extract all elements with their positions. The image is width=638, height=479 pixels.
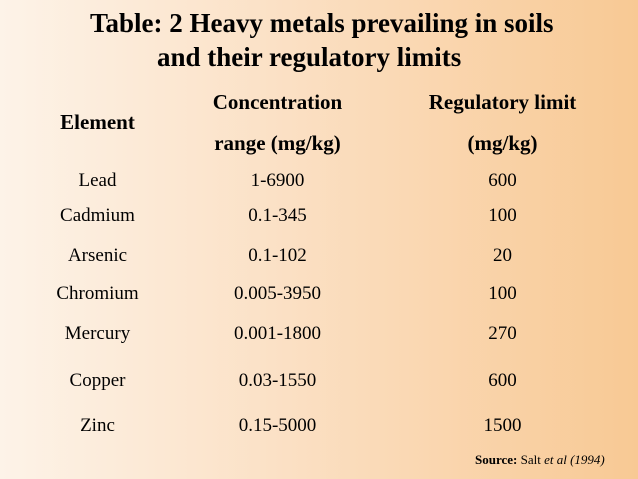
cell-range: 0.1-102 xyxy=(248,245,307,266)
cell-limit: 600 xyxy=(488,370,517,391)
header-concentration-line-1: Concentration xyxy=(212,90,343,114)
cell-element: Arsenic xyxy=(67,245,128,266)
cell-limit: 100 xyxy=(488,283,517,304)
source-label: Source: xyxy=(475,452,518,467)
header-element: Element xyxy=(60,110,135,134)
header-concentration-line-2: range (mg/kg) xyxy=(214,131,341,155)
cell-element: Lead xyxy=(78,170,117,191)
header-limit-line-1: Regulatory limit xyxy=(428,90,577,114)
cell-range: 0.1-345 xyxy=(248,205,307,226)
table-title: Table: 2 Heavy metals prevailing in soil… xyxy=(0,6,638,74)
source-etal-year: et al (1994) xyxy=(544,452,605,467)
cell-range: 0.15-5000 xyxy=(238,415,317,436)
source-author: Salt xyxy=(520,452,541,467)
cell-limit: 1500 xyxy=(483,415,522,436)
cell-range: 0.001-1800 xyxy=(233,323,322,344)
cell-limit: 270 xyxy=(488,323,517,344)
cell-element: Copper xyxy=(69,370,126,391)
cell-range: 1-6900 xyxy=(250,170,305,191)
cell-element: Mercury xyxy=(64,323,131,344)
title-line-2: and their regulatory limits xyxy=(157,42,462,72)
cell-limit: 600 xyxy=(488,170,517,191)
cell-element: Zinc xyxy=(80,415,115,436)
cell-element: Cadmium xyxy=(60,205,135,226)
cell-element: Chromium xyxy=(56,283,139,304)
title-line-1: Table: 2 Heavy metals prevailing in soil… xyxy=(90,8,554,38)
cell-limit: 100 xyxy=(488,205,517,226)
cell-range: 0.03-1550 xyxy=(238,370,317,391)
source-citation: Source: Salt et al (1994) xyxy=(475,452,605,468)
header-limit-line-2: (mg/kg) xyxy=(467,131,538,155)
cell-limit: 20 xyxy=(493,245,512,266)
cell-range: 0.005-3950 xyxy=(233,283,322,304)
